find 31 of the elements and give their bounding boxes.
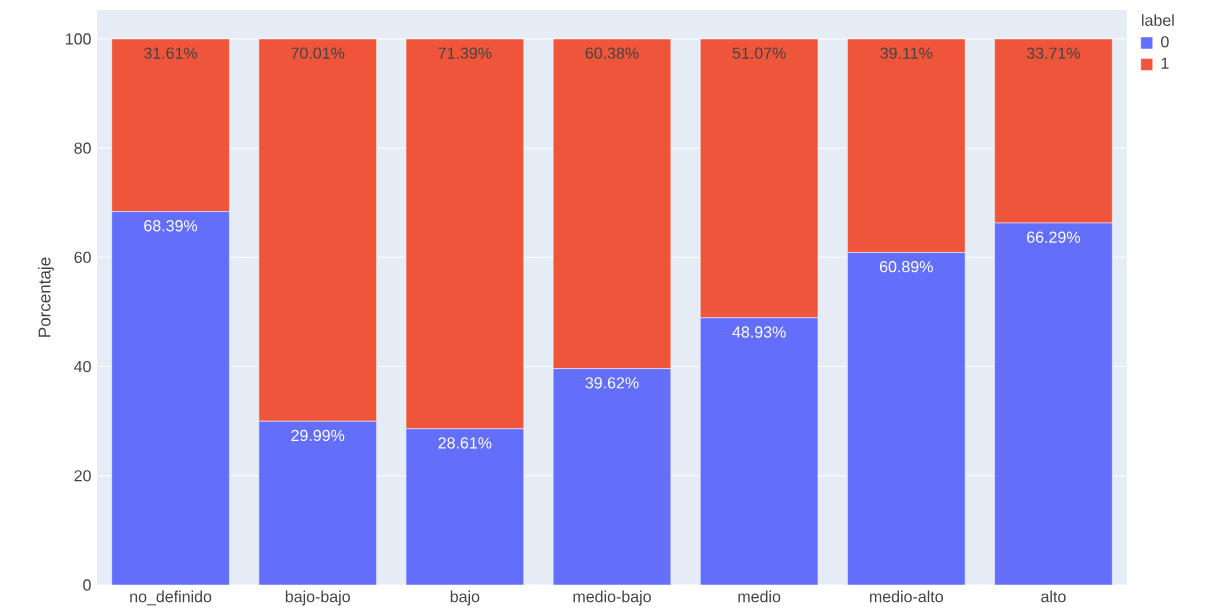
data-label: 60.89%: [879, 261, 933, 273]
data-label: 48.93%: [732, 326, 786, 338]
y-axis-title: Porcentaje: [38, 257, 54, 337]
x-tick-label: alto: [1041, 590, 1066, 603]
legend-label: 0: [1161, 36, 1169, 48]
legend-title: label: [1142, 14, 1174, 27]
data-label: 39.11%: [880, 47, 933, 59]
data-label: 51.07%: [732, 47, 786, 59]
y-tick-label: 20: [74, 470, 91, 482]
data-label: 29.99%: [291, 429, 345, 442]
data-label: 68.39%: [144, 220, 198, 232]
x-tick-label: medio: [738, 590, 781, 603]
data-label: 28.61%: [438, 437, 492, 449]
y-tick-label: 80: [74, 142, 91, 154]
data-label: 66.29%: [1027, 231, 1080, 243]
x-tick-label: bajo-bajo: [285, 590, 350, 606]
x-tick-label: medio-bajo: [573, 590, 651, 606]
y-tick-label: 40: [74, 361, 91, 373]
x-tick-label: no_definido: [130, 590, 212, 606]
data-label: 33.71%: [1026, 47, 1080, 59]
data-label: 70.01%: [291, 47, 345, 59]
y-tick-label: 0: [83, 579, 91, 591]
data-label: 39.62%: [585, 377, 639, 389]
y-tick-label: 100: [66, 33, 91, 45]
x-tick-label: bajo: [450, 590, 480, 606]
y-tick-label: 60: [74, 251, 91, 264]
x-tick-label: medio-alto: [870, 590, 943, 603]
data-label: 60.38%: [585, 47, 639, 59]
data-label: 31.61%: [144, 47, 198, 59]
data-label: 71.39%: [438, 47, 492, 59]
legend-label: 1: [1161, 57, 1169, 69]
